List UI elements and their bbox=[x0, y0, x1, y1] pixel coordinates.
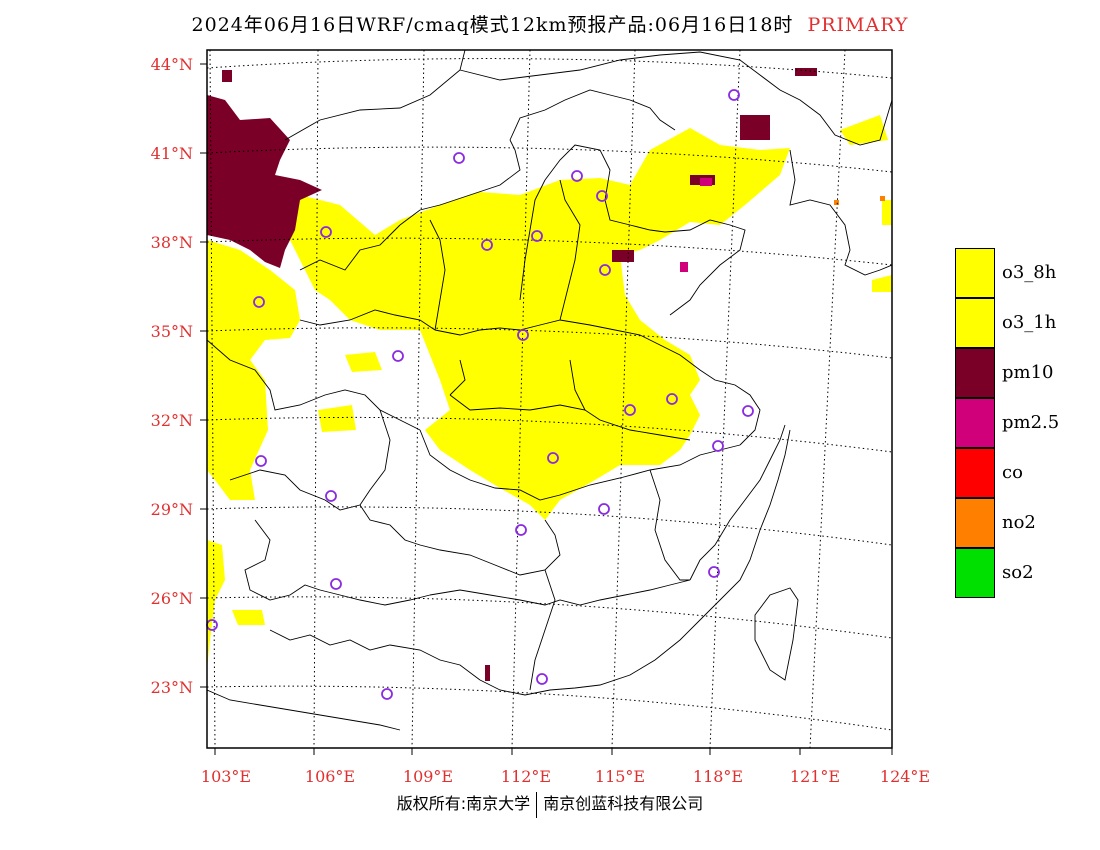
o3-region-north bbox=[290, 128, 790, 520]
footer-separator bbox=[536, 791, 538, 818]
no2-patch-2 bbox=[880, 196, 885, 201]
lat-label-26: 26°N bbox=[151, 589, 193, 608]
station-markers bbox=[206, 89, 754, 700]
legend-item-o3-1h: o3_1h bbox=[955, 298, 1095, 348]
legend-swatch bbox=[955, 348, 995, 398]
lat-label-35: 35°N bbox=[151, 322, 193, 341]
legend-item-so2: so2 bbox=[955, 548, 1095, 598]
o3-patch-1 bbox=[232, 610, 265, 625]
legend-item-pm10: pm10 bbox=[955, 348, 1095, 398]
lon-label-109: 109°E bbox=[403, 767, 453, 786]
pm10-region-nw bbox=[207, 95, 322, 268]
lon-label-121: 121°E bbox=[790, 767, 840, 786]
legend-item-o3-8h: o3_8h bbox=[955, 248, 1095, 298]
no2-patch-1 bbox=[834, 200, 839, 205]
legend-label: o3_8h bbox=[1002, 262, 1057, 283]
legend-label: o3_1h bbox=[1002, 312, 1057, 333]
o3-patch-5 bbox=[872, 275, 892, 292]
legend-label: pm2.5 bbox=[1002, 412, 1060, 433]
lat-labels: 44°N 41°N 38°N 35°N 32°N 29°N 26°N 23°N bbox=[151, 55, 193, 697]
footer-left: 版权所有:南京大学 bbox=[396, 794, 531, 813]
lon-label-124: 124°E bbox=[880, 767, 930, 786]
legend-label: so2 bbox=[1002, 562, 1034, 583]
lat-label-41: 41°N bbox=[151, 144, 193, 163]
pm10-patch-5 bbox=[222, 70, 232, 82]
graticule bbox=[207, 50, 892, 748]
lat-label-44: 44°N bbox=[151, 55, 193, 74]
lon-label-118: 118°E bbox=[693, 767, 743, 786]
title-main: 2024年06月16日WRF/cmaq模式12km预报产品:06月16日18时 bbox=[191, 14, 794, 36]
footer-right: 南京创蓝科技有限公司 bbox=[543, 794, 704, 813]
o3-patch-4 bbox=[840, 115, 888, 145]
copyright-footer: 版权所有:南京大学 南京创蓝科技有限公司 bbox=[0, 790, 1100, 818]
pm10-patch-6 bbox=[485, 665, 490, 681]
o3-patch-6 bbox=[882, 200, 892, 225]
lat-label-32: 32°N bbox=[151, 411, 193, 430]
legend-label: pm10 bbox=[1002, 362, 1054, 383]
o3-region-west bbox=[207, 240, 300, 500]
boundaries bbox=[207, 50, 892, 731]
pm10-patch-2 bbox=[740, 115, 770, 140]
pm10-patch-3 bbox=[612, 250, 634, 262]
pm10-patch-4 bbox=[795, 68, 817, 76]
legend-item-no2: no2 bbox=[955, 498, 1095, 548]
o3-region-sw bbox=[207, 540, 225, 670]
pm25-patch-2 bbox=[680, 262, 688, 272]
lat-label-38: 38°N bbox=[151, 233, 193, 252]
o3-patch-3 bbox=[318, 405, 356, 432]
pm25-patch-1 bbox=[700, 178, 712, 186]
legend-label: no2 bbox=[1002, 512, 1036, 533]
legend-swatch bbox=[955, 398, 995, 448]
legend-label: co bbox=[1002, 462, 1023, 483]
lat-label-29: 29°N bbox=[151, 500, 193, 519]
lon-label-103: 103°E bbox=[201, 767, 251, 786]
legend-swatch bbox=[955, 548, 995, 598]
o3-patch-2 bbox=[345, 352, 382, 372]
pollution-layer bbox=[207, 68, 892, 681]
legend-swatch bbox=[955, 498, 995, 548]
legend-item-co: co bbox=[955, 448, 1095, 498]
lat-label-23: 23°N bbox=[151, 678, 193, 697]
lon-label-112: 112°E bbox=[501, 767, 551, 786]
legend-swatch bbox=[955, 448, 995, 498]
lon-label-115: 115°E bbox=[595, 767, 645, 786]
map-frame bbox=[206, 49, 893, 749]
axis-ticks bbox=[200, 63, 893, 755]
legend-swatch bbox=[955, 248, 995, 298]
lon-labels: 103°E 106°E 109°E 112°E 115°E 118°E 121°… bbox=[201, 767, 930, 786]
lon-label-106: 106°E bbox=[305, 767, 355, 786]
title-flag: PRIMARY bbox=[807, 14, 909, 36]
map-title: 2024年06月16日WRF/cmaq模式12km预报产品:06月16日18时 P… bbox=[0, 10, 1100, 37]
legend-item-pm25: pm2.5 bbox=[955, 398, 1095, 448]
legend-swatch bbox=[955, 298, 995, 348]
